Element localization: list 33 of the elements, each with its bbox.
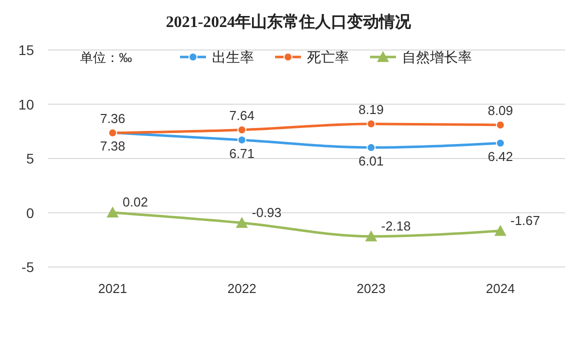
annotation: 单位：‰: [80, 50, 132, 65]
y-tick-label: 0: [26, 204, 34, 221]
legend-label: 死亡率: [307, 49, 349, 65]
point: [494, 224, 506, 236]
x-tick-label: 2021: [98, 281, 128, 296]
point: [106, 206, 119, 218]
data-label: -0.93: [252, 204, 282, 220]
data-label: 7.36: [100, 110, 126, 126]
point: [236, 216, 248, 228]
data-label: -1.67: [510, 212, 540, 228]
legend-label: 出生率: [212, 49, 254, 65]
data-label: 7.38: [100, 138, 126, 154]
data-label: 0.02: [122, 194, 148, 210]
y-tick-label: 5: [26, 150, 34, 166]
data-label: -2.18: [381, 218, 411, 234]
data-label: 6.01: [358, 154, 384, 169]
point: [366, 119, 376, 128]
point: [496, 138, 505, 148]
y-tick-label: 15: [18, 42, 34, 58]
x-tick-label: 2024: [486, 281, 515, 296]
data-label: 7.64: [229, 108, 255, 123]
legend-label: 自然增长率: [402, 49, 472, 65]
data-label: 8.19: [358, 102, 384, 117]
chart-title: 2021-2024年山东常住人口变动情况: [166, 13, 412, 31]
y-tick-label: 10: [18, 96, 34, 112]
point: [237, 125, 246, 134]
data-label: 6.42: [488, 149, 514, 164]
x-tick-label: 2023: [356, 281, 386, 296]
point: [365, 230, 378, 242]
x-tick-label: 2022: [227, 281, 256, 296]
data-label: 6.71: [229, 146, 255, 161]
data-label: 8.09: [488, 102, 514, 118]
y-tick-label: -5: [22, 259, 34, 275]
